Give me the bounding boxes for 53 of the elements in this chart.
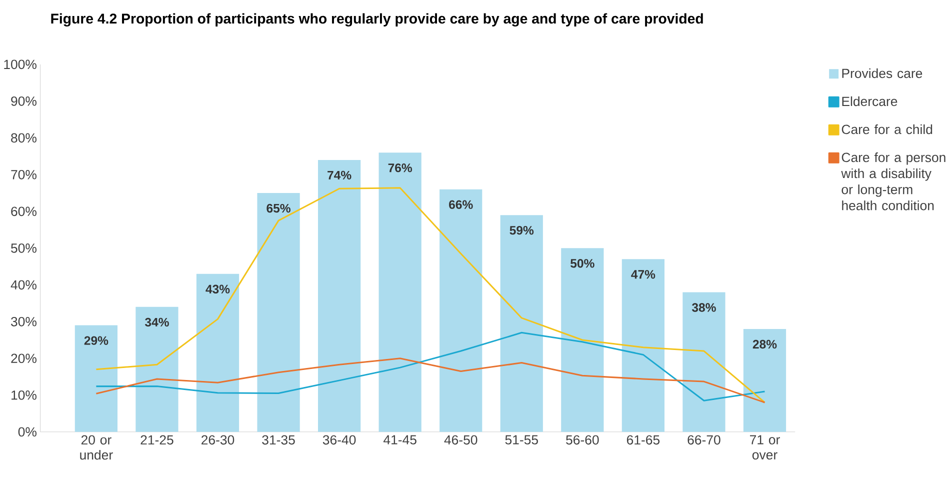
x-tick-label: 66-70 bbox=[688, 435, 720, 445]
chart-title: Figure 4.2 Proportion of participants who regularly provide care by age and type of care provided bbox=[51, 13, 703, 27]
data-label: 47% bbox=[631, 270, 656, 279]
bar bbox=[318, 160, 361, 432]
data-label: 74% bbox=[328, 170, 352, 180]
data-label: 59% bbox=[510, 226, 534, 235]
bar bbox=[440, 189, 482, 432]
x-tick-label: 20 or under bbox=[80, 435, 113, 460]
x-tick-label: 71 or over bbox=[750, 435, 780, 460]
x-tick-label: 21-25 bbox=[140, 435, 174, 445]
data-label: 43% bbox=[206, 284, 230, 294]
x-tick-label: 46-50 bbox=[444, 435, 478, 445]
bar bbox=[257, 193, 300, 432]
data-label: 76% bbox=[388, 164, 412, 172]
x-tick-label: 61-65 bbox=[626, 435, 660, 445]
data-label: 38% bbox=[692, 303, 716, 312]
bar bbox=[743, 329, 786, 432]
bar bbox=[622, 259, 664, 432]
x-tick-label: 26-30 bbox=[202, 435, 234, 445]
legend-label: Provides care bbox=[842, 68, 922, 78]
legend-label: Care for a child bbox=[842, 124, 932, 134]
x-tick-label: 56-60 bbox=[566, 435, 599, 445]
x-tick-label: 51-55 bbox=[505, 435, 538, 444]
y-tick-label: 50% bbox=[11, 243, 36, 253]
x-tick-label: 31-35 bbox=[262, 435, 295, 445]
bar bbox=[378, 152, 422, 432]
bar bbox=[136, 306, 178, 432]
data-label: 66% bbox=[449, 200, 473, 209]
legend-label: Eldercare bbox=[842, 96, 898, 106]
y-tick-label: 90% bbox=[11, 96, 36, 106]
bar bbox=[500, 215, 543, 432]
data-label: 28% bbox=[752, 340, 777, 349]
bar bbox=[682, 292, 726, 432]
line-series bbox=[95, 358, 766, 404]
y-tick-label: 0% bbox=[18, 427, 36, 437]
data-label: 50% bbox=[570, 259, 594, 268]
x-tick-label: 41-45 bbox=[383, 435, 416, 444]
y-tick-label: 70% bbox=[11, 170, 36, 180]
y-tick-label: 30% bbox=[11, 316, 36, 326]
y-tick-label: 100% bbox=[4, 60, 36, 70]
bar bbox=[74, 325, 118, 432]
y-tick-label: 20% bbox=[11, 354, 36, 364]
legend-label: Care for a person with a disability or long-term health condition bbox=[841, 152, 946, 210]
y-tick-label: 80% bbox=[11, 133, 36, 143]
data-label: 29% bbox=[84, 336, 108, 345]
bar bbox=[196, 274, 240, 432]
x-tick-label: 36-40 bbox=[322, 435, 356, 445]
bar bbox=[561, 248, 604, 432]
y-tick-label: 40% bbox=[10, 280, 36, 290]
data-label: 34% bbox=[144, 318, 169, 327]
y-tick-label: 60% bbox=[11, 206, 36, 216]
data-label: 65% bbox=[266, 204, 290, 213]
y-tick-label: 10% bbox=[12, 390, 36, 400]
